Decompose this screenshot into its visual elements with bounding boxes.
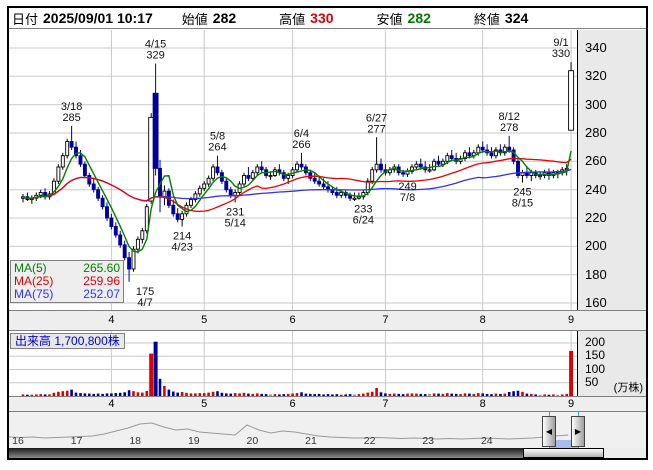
horizontal-scrollbar[interactable] — [9, 448, 646, 458]
month-label: 9 — [568, 314, 575, 326]
volume-axis: (万株) 200 150 100 50 — [577, 331, 646, 396]
volume-chart: 出来高 1,700,800株 — [9, 331, 577, 396]
range-navigator[interactable]: ◀ ▶ 16 17 18 19 20 21 22 23 24 — [9, 412, 646, 448]
volume-tick-label: 100 — [585, 361, 606, 376]
month-axis: 4 5 6 7 8 9 — [9, 310, 646, 331]
close-value: 324 — [504, 10, 529, 26]
year-label: 23 — [422, 435, 435, 447]
nav-handle-left[interactable]: ◀ — [542, 416, 556, 447]
year-label: 17 — [70, 435, 83, 447]
scrollbar-track[interactable] — [9, 448, 523, 458]
candlestick-chart[interactable]: 3/18 285 4/15 329 5/8 264 6/4 266 6/27 277 8/12 278… — [9, 30, 577, 310]
year-label: 20 — [246, 435, 259, 447]
price-tick-label: 240 — [585, 181, 607, 197]
month-label: 5 — [201, 398, 208, 410]
month-label: 7 — [382, 398, 389, 410]
volume-tick-label: 200 — [585, 335, 606, 349]
right-arrow-icon: ▶ — [574, 427, 582, 436]
left-arrow-icon: ◀ — [545, 427, 553, 436]
quote-header: 日付 2025/09/01 10:17 始値 282 高値 330 安値 282… — [9, 8, 646, 29]
month-label: 8 — [479, 314, 486, 326]
month-label: 9 — [568, 398, 575, 410]
volume-title: 出来高 — [15, 334, 52, 348]
price-tick-label: 260 — [585, 153, 607, 169]
volume-label-box: 出来高 1,700,800株 — [10, 333, 125, 349]
month-label: 5 — [201, 314, 208, 326]
month-label: 6 — [289, 398, 296, 410]
price-tick-label: 220 — [585, 210, 607, 225]
open-value: 282 — [212, 10, 237, 26]
close-label: 終値 — [473, 11, 500, 27]
ma25-legend-row: MA(25) 259.96 — [14, 274, 120, 288]
price-tick-label: 340 — [585, 40, 607, 55]
low-label: 安値 — [376, 11, 403, 27]
year-label: 21 — [305, 435, 317, 447]
month-label: 6 — [289, 314, 296, 326]
price-axis: 340 320 300 280 260 240 220 200 180 160 — [577, 30, 646, 310]
price-tick-label: 160 — [585, 295, 607, 310]
volume-tick-label: 150 — [585, 348, 606, 363]
price-tick-label: 180 — [585, 266, 607, 282]
year-label: 18 — [129, 435, 142, 447]
volume-month-axis: 4 5 6 7 8 9 — [9, 396, 646, 412]
month-label: 8 — [479, 398, 486, 410]
nav-handle-right[interactable]: ▶ — [571, 416, 585, 447]
year-label: 19 — [187, 435, 200, 447]
high-value: 330 — [310, 10, 334, 26]
volume-unit-label: (万株) — [613, 382, 643, 394]
high-label: 高値 — [279, 11, 306, 27]
price-tick-label: 200 — [585, 238, 607, 254]
volume-value: 1,700,800株 — [54, 334, 120, 348]
volume-tick-label: 50 — [585, 374, 599, 389]
open-label: 始値 — [181, 11, 208, 27]
month-label: 4 — [108, 314, 115, 326]
year-label: 22 — [363, 435, 376, 447]
nav-sparkline — [9, 422, 569, 440]
month-label: 4 — [108, 398, 115, 410]
ma5-legend-row: MA(5) 265.60 — [14, 261, 120, 275]
date-value: 2025/09/01 10:17 — [43, 10, 153, 26]
year-label: 24 — [480, 435, 493, 447]
low-value: 282 — [407, 10, 431, 26]
ma75-legend-row: MA(75) 252.07 — [14, 287, 120, 301]
price-tick-label: 300 — [585, 96, 607, 112]
scrollbar-thumb[interactable] — [523, 448, 604, 458]
month-label: 7 — [382, 314, 389, 326]
ma-legend: MA(5) 265.60 MA(25) 259.96 MA(75) 252.07 — [10, 260, 124, 303]
price-tick-label: 280 — [585, 125, 607, 140]
window-frame: 日付 2025/09/01 10:17 始値 282 高値 330 安値 282… — [7, 6, 648, 460]
selected-range-window[interactable] — [549, 440, 578, 448]
year-label: 16 — [12, 435, 24, 447]
date-label: 日付 — [12, 11, 39, 27]
price-tick-label: 320 — [585, 68, 607, 84]
